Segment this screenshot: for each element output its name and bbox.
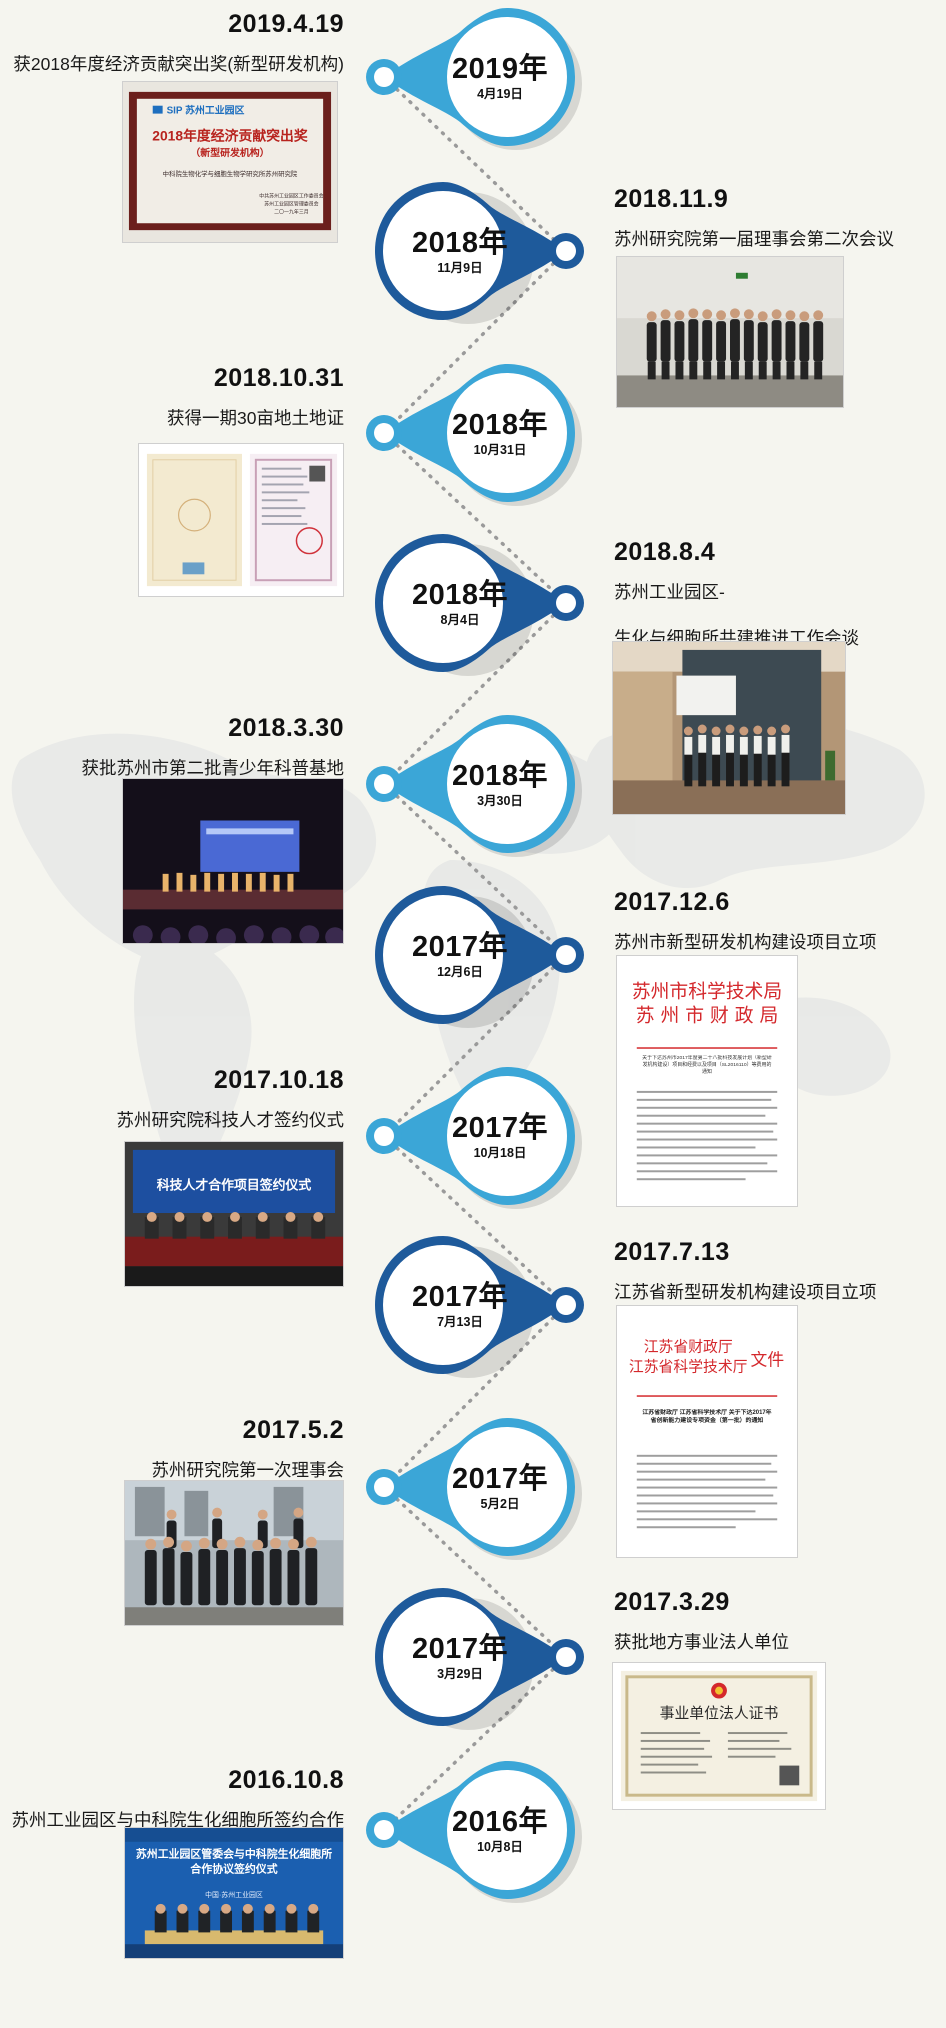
event-date: 2017.7.13	[614, 1238, 730, 1266]
plaque-subtitle: （新型研发机构）	[190, 146, 269, 159]
institution-certificate-photo: 事业单位法人证书	[612, 1662, 826, 1810]
signing-ceremony-photo: 苏州工业园区管委会与中科院生化细胞所合作协议签约仪式 中国·苏州工业园区	[124, 1827, 344, 1959]
event-description: 江苏省新型研发机构建设项目立项	[614, 1282, 877, 1302]
document-header-1: 江苏省财政厅	[644, 1338, 733, 1356]
plaque-issuer-2: 苏州工业园区管理委员会	[264, 200, 318, 207]
event-description: 获批苏州市第二批青少年科普基地	[81, 758, 345, 778]
plaque-recipient: 中科院生物化学与细胞生物学研究所苏州研究院	[163, 169, 298, 178]
timeline-event-2017-3-29: 2017.3.29 获批地方事业法人单位	[0, 1588, 946, 1652]
event-date: 2018.8.4	[614, 538, 716, 566]
timeline-event-2018-10-31: 2018.10.31 获得一期30亩地土地证	[0, 364, 946, 428]
timeline-node-2016-10: 2016年 10月8日	[360, 1755, 600, 1905]
signing-banner: 科技人才合作项目签约仪式	[157, 1177, 312, 1192]
group-outdoor-photo	[124, 1480, 344, 1626]
plaque-title: 2018年度经济贡献突出奖	[152, 127, 308, 143]
event-description: 苏州研究院第一届理事会第二次会议	[614, 229, 894, 249]
timeline-node-2018-10: 2018年 10月31日	[360, 358, 600, 508]
document-header-1: 苏州市科学技术局	[632, 981, 782, 1003]
timeline-node-2018-11: 2018年 11月9日	[360, 176, 600, 326]
event-date: 2018.10.31	[213, 364, 344, 392]
node-date: 3月30日	[477, 794, 523, 808]
timeline-node-2017-5: 2017年 5月2日	[360, 1412, 600, 1562]
timeline-node-2018-8: 2018年 8月4日	[360, 528, 600, 678]
node-date: 10月8日	[477, 1840, 523, 1854]
plaque-date: 二〇一九年三月	[274, 208, 309, 215]
document-header-2: 苏 州 市 财 政 局	[636, 1004, 779, 1026]
document-header-suffix: 文件	[751, 1350, 785, 1370]
timeline-node-2019: 2019年 4月19日	[360, 2, 600, 152]
node-date: 12月6日	[437, 965, 483, 979]
node-date: 10月31日	[473, 443, 527, 457]
node-year: 2017年	[451, 1463, 548, 1495]
timeline-event-2017-5-2: 2017.5.2 苏州研究院第一次理事会	[0, 1416, 946, 1480]
group-meeting-photo	[616, 256, 844, 408]
node-year: 2017年	[411, 931, 508, 963]
timeline-node-2017-12: 2017年 12月6日	[360, 880, 600, 1030]
plaque-logo: SIP 苏州工业园区	[167, 104, 245, 117]
node-year: 2017年	[411, 1633, 508, 1665]
document-subject: 江苏省财政厅 江苏省科学技术厅 关于下达2017年省创新能力建设专项资金（第一批…	[642, 1410, 772, 1425]
node-date: 11月9日	[437, 261, 483, 275]
node-year: 2019年	[451, 53, 548, 85]
node-date: 10月18日	[473, 1146, 527, 1160]
document-subject: 关于下达苏州市2017年度第二十八批科技发展计划（新型研发机构建设）项目和经费以…	[642, 1055, 772, 1076]
timeline-event-2016-10-8: 2016.10.8 苏州工业园区与中科院生化细胞所签约合作	[0, 1766, 946, 1830]
jiangsu-document-photo: 江苏省财政厅 江苏省科学技术厅 文件 江苏省财政厅 江苏省科学技术厅 关于下达2…	[616, 1305, 798, 1558]
ceremony-banner: 苏州工业园区管委会与中科院生化细胞所合作协议签约仪式	[135, 1848, 333, 1876]
event-date: 2016.10.8	[228, 1766, 344, 1794]
certificate-title: 事业单位法人证书	[660, 1705, 779, 1722]
stage-ceremony-photo	[122, 778, 344, 944]
node-year: 2018年	[451, 760, 548, 792]
timeline-event-2019-4-19: 2019.4.19 获2018年度经济贡献突出奖(新型研发机构)	[0, 10, 946, 74]
event-description: 获2018年度经济贡献突出奖(新型研发机构)	[13, 54, 344, 74]
event-description: 获得一期30亩地土地证	[167, 408, 344, 428]
timeline-event-2018-11-9: 2018.11.9 苏州研究院第一届理事会第二次会议	[0, 185, 946, 249]
event-date: 2017.3.29	[614, 1588, 730, 1616]
timeline-node-2017-3: 2017年 3月29日	[360, 1582, 600, 1732]
group-hall-photo	[612, 641, 846, 815]
timeline-node-2017-10: 2017年 10月18日	[360, 1061, 600, 1211]
event-date: 2017.12.6	[614, 888, 730, 916]
timeline-event-2017-12-6: 2017.12.6 苏州市新型研发机构建设项目立项	[0, 888, 946, 952]
node-year: 2018年	[411, 579, 508, 611]
event-date: 2017.5.2	[242, 1416, 344, 1444]
timeline-event-2017-7-13: 2017.7.13 江苏省新型研发机构建设项目立项	[0, 1238, 946, 1302]
event-description: 苏州研究院科技人才签约仪式	[116, 1110, 345, 1130]
node-date: 5月2日	[480, 1497, 520, 1511]
event-date: 2018.11.9	[614, 185, 729, 213]
event-description: 苏州工业园区与中科院生化细胞所签约合作	[11, 1810, 345, 1830]
plaque-issuer: 中共苏州工业园区工作委员会	[259, 193, 323, 200]
event-description: 苏州研究院第一次理事会	[151, 1460, 345, 1480]
event-description: 苏州市新型研发机构建设项目立项	[614, 932, 877, 952]
suzhou-document-photo: 苏州市科学技术局 苏 州 市 财 政 局 关于下达苏州市2017年度第二十八批科…	[616, 955, 798, 1207]
node-date: 8月4日	[440, 613, 480, 627]
land-certificate-photo	[138, 443, 344, 597]
node-year: 2018年	[451, 409, 548, 441]
document-header-2: 江苏省科学技术厅	[629, 1357, 748, 1375]
timeline-node-2018-3: 2018年 3月30日	[360, 709, 600, 859]
event-date: 2019.4.19	[228, 10, 344, 38]
award-plaque-photo: SIP 苏州工业园区 2018年度经济贡献突出奖 （新型研发机构） 中科院生物化…	[122, 81, 338, 243]
node-year: 2017年	[451, 1112, 548, 1144]
node-date: 3月29日	[437, 1667, 483, 1681]
event-date: 2017.10.18	[213, 1066, 344, 1094]
timeline-node-2017-7: 2017年 7月13日	[360, 1230, 600, 1380]
node-date: 4月19日	[477, 87, 523, 101]
node-year: 2018年	[411, 227, 508, 259]
event-date: 2018.3.30	[228, 714, 344, 742]
ceremony-place: 中国·苏州工业园区	[205, 1890, 263, 1899]
node-year: 2017年	[411, 1281, 508, 1313]
timeline-event-2018-3-30: 2018.3.30 获批苏州市第二批青少年科普基地	[0, 714, 946, 778]
node-year: 2016年	[451, 1806, 548, 1838]
event-description: 获批地方事业法人单位	[614, 1632, 789, 1652]
event-description: 苏州工业园区-	[614, 582, 725, 602]
timeline-event-2017-10-18: 2017.10.18 苏州研究院科技人才签约仪式	[0, 1066, 946, 1130]
node-date: 7月13日	[437, 1315, 483, 1329]
signing-stage-photo: 科技人才合作项目签约仪式	[124, 1141, 344, 1287]
